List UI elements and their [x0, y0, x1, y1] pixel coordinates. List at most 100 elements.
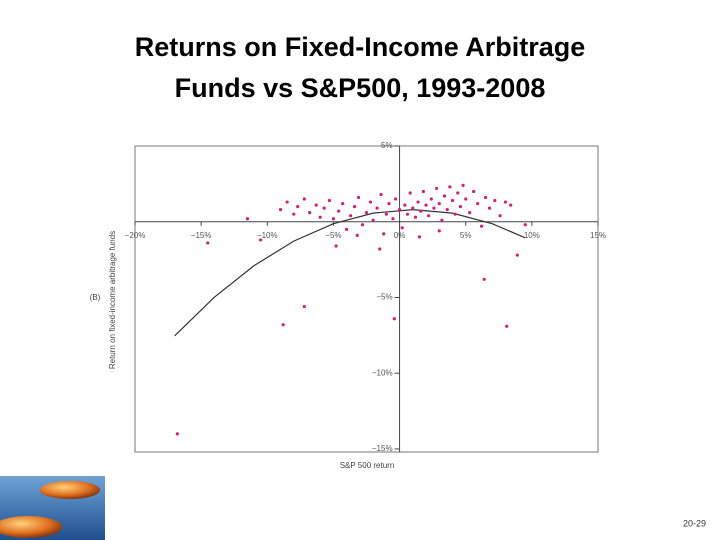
data-point — [453, 212, 457, 216]
data-point — [371, 218, 375, 222]
data-point — [523, 223, 527, 227]
y-axis-label: Return on fixed-income arbitrage funds — [108, 231, 117, 369]
data-point — [387, 201, 391, 206]
data-point — [429, 197, 433, 201]
data-point — [437, 201, 441, 206]
data-point — [493, 198, 497, 203]
data-point — [337, 209, 341, 213]
data-point — [505, 324, 509, 328]
data-point — [331, 217, 336, 221]
data-point — [341, 201, 345, 206]
data-point — [349, 214, 353, 218]
data-point — [437, 229, 441, 233]
data-point — [411, 206, 415, 210]
x-tick-label: 10% — [524, 231, 540, 240]
y-tick-label: −10% — [372, 368, 393, 377]
fit-curve — [174, 209, 526, 337]
data-point — [322, 206, 326, 210]
data-point — [384, 212, 388, 216]
data-point — [360, 223, 365, 227]
data-point — [405, 212, 410, 216]
x-tick-label: 5% — [460, 231, 472, 240]
data-point — [472, 189, 476, 194]
data-point — [379, 192, 383, 197]
data-point — [356, 195, 361, 200]
data-point — [464, 197, 468, 201]
data-point — [515, 253, 519, 257]
data-point — [378, 247, 382, 251]
data-point — [397, 208, 402, 212]
data-point — [314, 203, 318, 207]
data-point — [476, 201, 480, 206]
plot-frame — [134, 145, 599, 453]
title-line: Funds vs S&P500, 1993-2008 — [175, 73, 546, 103]
data-point — [327, 198, 332, 203]
data-point — [368, 200, 373, 204]
data-point — [468, 211, 472, 215]
data-point — [421, 189, 425, 194]
y-tick-label: −15% — [372, 444, 393, 453]
y-tick-label: 5% — [381, 141, 393, 150]
data-point — [432, 206, 436, 210]
data-point — [296, 204, 300, 209]
data-point — [456, 191, 460, 195]
data-point — [206, 241, 210, 245]
data-point — [382, 232, 386, 236]
data-point — [352, 204, 357, 209]
data-point — [416, 200, 420, 204]
data-point — [364, 211, 369, 215]
data-point — [450, 198, 455, 203]
x-tick-label: 15% — [590, 231, 606, 240]
data-point — [334, 244, 338, 248]
panel-label: (B) — [90, 293, 101, 302]
x-tick-label: −20% — [125, 231, 146, 240]
data-point — [424, 203, 428, 207]
x-tick-label: −15% — [191, 231, 212, 240]
data-point — [483, 195, 488, 200]
page-number: 20-29 — [683, 518, 706, 528]
x-axis-label: S&P 500 return — [340, 461, 395, 470]
x-tick-label: 0% — [394, 231, 406, 240]
title-line: Returns on Fixed-Income Arbitrage — [135, 32, 586, 62]
x-tick-label: −10% — [257, 231, 278, 240]
data-point — [259, 238, 263, 242]
data-point — [400, 226, 404, 230]
data-point — [417, 235, 422, 239]
data-point — [285, 200, 289, 204]
data-point — [292, 212, 296, 216]
data-point — [391, 217, 395, 221]
data-point — [408, 191, 412, 195]
data-point — [442, 194, 447, 198]
x-tick-label: −5% — [325, 231, 341, 240]
data-point — [355, 233, 359, 237]
data-point — [245, 217, 250, 221]
data-point — [392, 317, 396, 321]
data-point — [487, 206, 492, 210]
data-point — [419, 209, 423, 213]
data-point — [509, 203, 513, 207]
data-point — [175, 432, 179, 436]
data-point — [308, 211, 312, 215]
data-point — [479, 224, 484, 228]
data-point — [503, 200, 507, 204]
data-point — [278, 208, 283, 212]
data-point — [427, 214, 431, 218]
data-point — [375, 206, 379, 210]
data-point — [445, 208, 449, 212]
data-point — [403, 203, 407, 207]
data-point — [461, 183, 465, 187]
data-point — [498, 214, 502, 218]
data-point — [318, 215, 322, 219]
data-point — [281, 323, 285, 327]
data-point — [345, 227, 349, 231]
data-point — [302, 197, 306, 201]
data-point — [394, 197, 398, 201]
data-point — [302, 304, 306, 309]
y-tick-label: −5% — [376, 293, 392, 302]
decor-image — [0, 476, 105, 540]
data-point — [440, 218, 444, 222]
data-point — [413, 215, 418, 219]
data-point — [458, 204, 463, 209]
